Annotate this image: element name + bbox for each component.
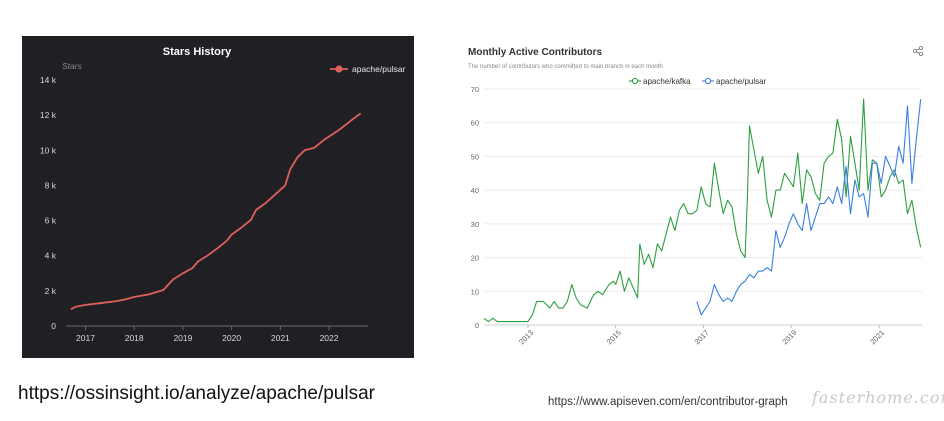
x-tick-label: 2013 xyxy=(517,328,535,346)
x-tick-label: 2015 xyxy=(605,328,623,346)
chart-title: Stars History xyxy=(163,46,232,58)
series-line-apache-pulsar xyxy=(70,112,362,311)
y-tick-label: 60 xyxy=(471,119,479,128)
monthly-active-contributors-chart: Monthly Active Contributors The number of… xyxy=(468,46,924,346)
legend-label-apache-pulsar: apache/pulsar xyxy=(352,64,406,74)
y-tick-label: 20 xyxy=(471,254,479,263)
caption-apiseven-url[interactable]: https://www.apiseven.com/en/contributor-… xyxy=(548,396,788,408)
share-icon[interactable] xyxy=(913,46,924,57)
x-tick-label: 2019 xyxy=(780,328,798,346)
chart-subtitle: The number of contributors who committed… xyxy=(468,64,663,70)
x-tick-label: 2020 xyxy=(222,333,241,343)
y-tick-label: 2 k xyxy=(45,286,57,296)
y-tick-label: 0 xyxy=(51,321,56,331)
y-tick-label: 12 k xyxy=(40,110,57,120)
contributors-chart-panel: Monthly Active Contributors The number of… xyxy=(462,36,932,354)
share-icon-node xyxy=(918,46,924,51)
series-line-apache-kafka xyxy=(483,98,922,323)
stars-history-chart: Stars History Stars 0 2 k 4 k 6 k 8 k 10 k 12 k 1… xyxy=(40,46,406,343)
y-tick-label: 6 k xyxy=(45,216,57,226)
y-tick-label: 50 xyxy=(471,152,479,161)
legend-label-apache-kafka: apache/kafka xyxy=(643,77,691,86)
x-tick-label: 2017 xyxy=(76,333,95,343)
y-tick-label: 30 xyxy=(471,220,479,229)
x-tick-label: 2018 xyxy=(125,333,144,343)
y-tick-label: 0 xyxy=(475,321,479,330)
stars-history-chart-panel: Stars History Stars 0 2 k 4 k 6 k 8 k 10 k 12 k 1… xyxy=(22,36,414,358)
y-tick-label: 10 k xyxy=(40,145,57,155)
legend-label-apache-pulsar: apache/pulsar xyxy=(716,77,767,86)
legend-marker-apache-kafka xyxy=(631,77,639,85)
x-tick-label: 2017 xyxy=(693,328,711,346)
y-tick-label: 10 xyxy=(471,287,479,296)
y-tick-label: 4 k xyxy=(45,251,57,261)
caption-ossinsight-url[interactable]: https://ossinsight.io/analyze/apache/pul… xyxy=(18,383,375,404)
share-icon-node xyxy=(918,51,924,57)
y-tick-label: 70 xyxy=(471,85,479,94)
y-tick-label: 8 k xyxy=(45,180,57,190)
y-tick-label: 40 xyxy=(471,186,479,195)
x-tick-label: 2019 xyxy=(173,333,192,343)
legend-marker-apache-pulsar xyxy=(704,77,712,85)
watermark: fasterhome.com xyxy=(812,388,944,407)
x-tick-label: 2021 xyxy=(271,333,290,343)
y-axis-label: Stars xyxy=(62,61,83,71)
x-tick-label: 2022 xyxy=(320,333,339,343)
series-line-apache-pulsar xyxy=(696,99,922,316)
chart-title: Monthly Active Contributors xyxy=(468,47,603,58)
legend-marker-apache-pulsar xyxy=(335,65,343,73)
x-tick-label: 2021 xyxy=(868,328,886,346)
y-tick-label: 14 k xyxy=(40,75,57,85)
share-icon-node xyxy=(913,48,918,54)
